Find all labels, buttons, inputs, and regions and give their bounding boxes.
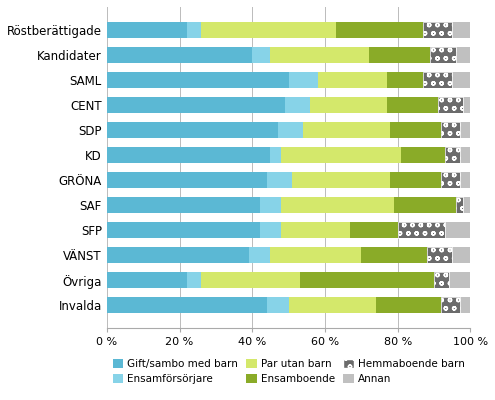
Bar (336, 22, 423, 38)
Bar (438, 97, 463, 113)
Bar (398, 222, 445, 238)
Bar (201, 22, 336, 38)
Bar (285, 97, 310, 113)
Bar (434, 272, 448, 288)
Bar (452, 22, 470, 38)
Bar (459, 297, 470, 314)
Bar (452, 247, 470, 263)
Bar (445, 147, 459, 163)
Bar (459, 122, 470, 138)
Bar (459, 172, 470, 188)
Bar (310, 97, 387, 113)
Bar (442, 297, 459, 314)
Bar (423, 72, 452, 88)
Bar (107, 297, 267, 314)
Bar (270, 147, 281, 163)
Bar (107, 22, 187, 38)
Bar (107, 122, 278, 138)
Bar (431, 46, 456, 63)
Bar (434, 272, 448, 288)
Bar (463, 197, 470, 213)
Bar (445, 147, 459, 163)
Bar (442, 172, 459, 188)
Bar (376, 297, 442, 314)
Bar (107, 197, 259, 213)
Bar (267, 172, 292, 188)
Bar (107, 172, 267, 188)
Bar (387, 97, 438, 113)
Bar (431, 46, 456, 63)
Bar (107, 72, 289, 88)
Bar (299, 272, 434, 288)
Bar (270, 247, 361, 263)
Bar (423, 22, 452, 38)
Bar (456, 46, 470, 63)
Bar (187, 22, 201, 38)
Bar (459, 147, 470, 163)
Bar (427, 247, 452, 263)
Bar (259, 222, 281, 238)
Bar (398, 222, 445, 238)
Bar (438, 97, 463, 113)
Bar (445, 222, 470, 238)
Bar (361, 247, 427, 263)
Bar (107, 147, 270, 163)
Bar (456, 197, 463, 213)
Bar (187, 272, 201, 288)
Bar (463, 97, 470, 113)
Bar (456, 197, 463, 213)
Bar (427, 247, 452, 263)
Bar (452, 72, 470, 88)
Bar (248, 247, 270, 263)
Bar (394, 197, 456, 213)
Bar (107, 222, 259, 238)
Bar (442, 122, 459, 138)
Bar (292, 172, 391, 188)
Bar (423, 22, 452, 38)
Bar (289, 72, 318, 88)
Bar (259, 197, 281, 213)
Bar (289, 297, 376, 314)
Bar (303, 122, 391, 138)
Bar (391, 172, 442, 188)
Bar (401, 147, 445, 163)
Bar (281, 147, 401, 163)
Bar (318, 72, 387, 88)
Bar (423, 72, 452, 88)
Bar (107, 247, 248, 263)
Bar (201, 272, 299, 288)
Bar (442, 297, 459, 314)
Bar (107, 272, 187, 288)
Bar (442, 172, 459, 188)
Bar (281, 197, 394, 213)
Bar (107, 46, 252, 63)
Bar (252, 46, 270, 63)
Bar (281, 222, 350, 238)
Bar (391, 122, 442, 138)
Bar (350, 222, 398, 238)
Bar (270, 46, 369, 63)
Bar (267, 297, 289, 314)
Bar (369, 46, 431, 63)
Bar (448, 272, 470, 288)
Legend: Gift/sambo med barn, Ensamförsörjare, Par utan barn, Ensamboende, Hemmaboende ba: Gift/sambo med barn, Ensamförsörjare, Pa… (112, 359, 465, 384)
Bar (278, 122, 303, 138)
Bar (107, 97, 285, 113)
Bar (387, 72, 423, 88)
Bar (442, 122, 459, 138)
